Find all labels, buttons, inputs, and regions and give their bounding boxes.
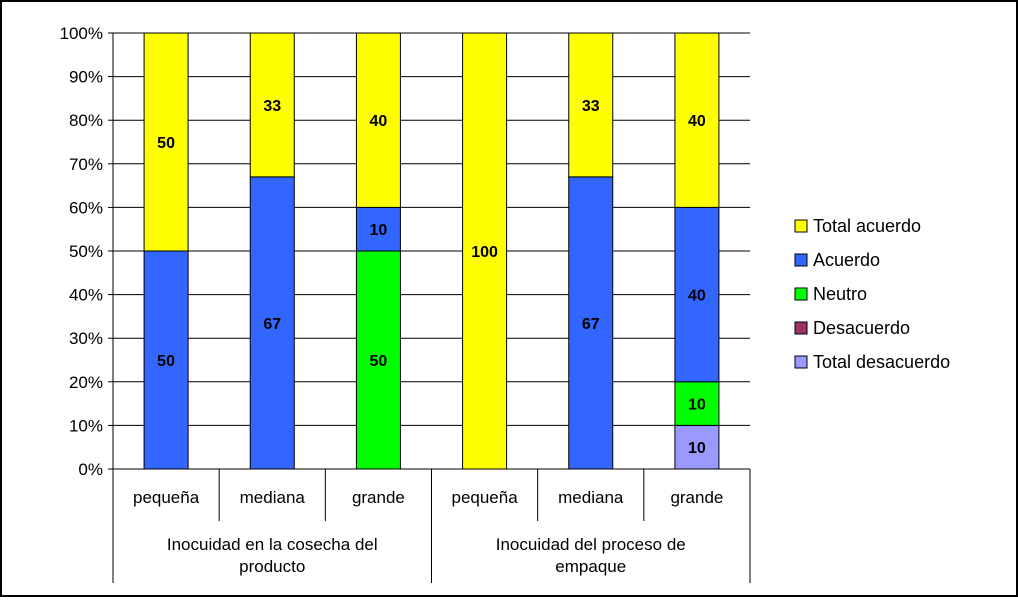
data-label: 40: [688, 113, 706, 130]
legend-label: Total desacuerdo: [813, 352, 950, 372]
data-label: 33: [582, 98, 600, 115]
bar-segment: [249, 32, 295, 178]
y-tick-label: 60%: [69, 198, 103, 217]
gridlines: [113, 32, 750, 426]
bar-segment: [355, 32, 401, 208]
y-tick-label: 50%: [69, 242, 103, 261]
y-tick-label: 30%: [69, 329, 103, 348]
data-label: 10: [370, 222, 388, 239]
y-tick-label: 10%: [69, 416, 103, 435]
legend-swatch: [794, 253, 808, 267]
legend-label: Neutro: [813, 284, 867, 304]
legend: Total acuerdo Acuerdo Neutro Desacuerdo Tota…: [794, 216, 950, 372]
group-label: Inocuidad en la cosecha del producto: [167, 535, 378, 576]
y-tick-label: 90%: [69, 68, 103, 87]
bar-segment: [568, 32, 614, 178]
y-tick-label: 40%: [69, 286, 103, 305]
y-tick-label: 0%: [78, 460, 103, 479]
legend-label: Acuerdo: [813, 250, 880, 270]
bar-segment: [143, 250, 189, 470]
bar-segment: [674, 424, 720, 470]
y-tick-label: 70%: [69, 155, 103, 174]
data-label: 50: [157, 353, 175, 370]
labels: 50 50 67 33 50 10 40 100 67 33 10 10 40 40: [157, 98, 706, 457]
category-label: grande: [670, 488, 723, 507]
category-label: mediana: [240, 488, 306, 507]
axes: 0% 10% 20% 30% 40% 50% 60% 70% 80% 90% 100% pequeña…: [60, 24, 751, 583]
data-label: 10: [688, 440, 706, 457]
legend-label: Total acuerdo: [813, 216, 921, 236]
bar-segment: [355, 206, 401, 252]
data-label: 40: [370, 113, 388, 130]
legend-swatch: [794, 287, 808, 301]
data-label: 40: [688, 288, 706, 305]
bar-segment: [568, 176, 614, 470]
data-label: 10: [688, 397, 706, 414]
legend-swatch: [794, 219, 808, 233]
category-label: pequeña: [133, 488, 200, 507]
y-tick-label: 100%: [60, 24, 103, 43]
data-label: 50: [157, 135, 175, 152]
bar-segment: [674, 381, 720, 426]
data-label: 50: [370, 353, 388, 370]
group-label: Inocuidad del proceso de empaque: [496, 535, 686, 576]
bar-segment: [462, 32, 508, 470]
data-label: 67: [582, 316, 600, 333]
data-label: 33: [263, 98, 281, 115]
bar-segment: [249, 176, 295, 470]
bar-segment: [143, 32, 189, 252]
category-label: pequeña: [451, 488, 518, 507]
y-tick-label: 20%: [69, 373, 103, 392]
data-label: 100: [471, 244, 498, 261]
category-label: mediana: [558, 488, 624, 507]
category-label: grande: [352, 488, 405, 507]
bars: [143, 32, 720, 470]
legend-label: Desacuerdo: [813, 318, 910, 338]
bar-segment: [355, 250, 401, 470]
y-tick-label: 80%: [69, 111, 103, 130]
legend-swatch: [794, 355, 808, 369]
legend-swatch: [794, 321, 808, 335]
bar-segment: [674, 32, 720, 208]
data-label: 67: [263, 316, 281, 333]
